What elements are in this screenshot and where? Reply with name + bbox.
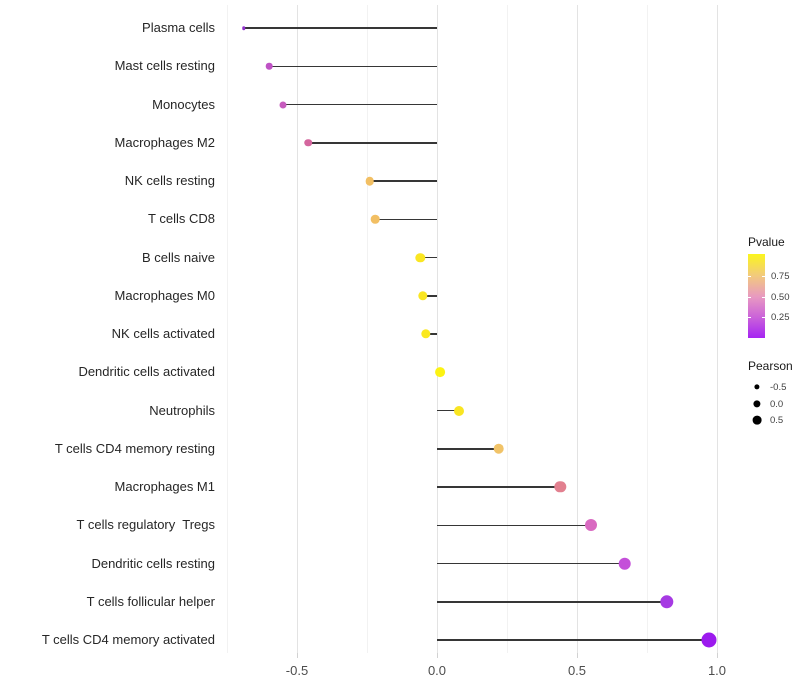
gridline-minor	[226, 5, 228, 653]
row-label: NK cells activated	[111, 326, 215, 341]
size-legend-label: 0.5	[770, 415, 784, 426]
row-label: T cells follicular helper	[86, 593, 215, 609]
colorbar-tick	[748, 317, 751, 319]
size-legend-dot	[752, 415, 762, 425]
lollipop-stem	[369, 180, 437, 182]
lollipop-stem	[437, 409, 460, 412]
pearson-legend-title: Pearson	[748, 359, 793, 373]
row-label: T cells CD8	[148, 211, 215, 227]
row-label: Plasma cells	[142, 20, 215, 35]
row-label: Macrophages M1	[114, 479, 215, 494]
lollipop-dot	[242, 26, 246, 30]
x-axis-tick-label: 0.0	[427, 663, 447, 678]
row-label: Macrophages M2	[114, 134, 215, 150]
pvalue-legend-title: Pvalue	[748, 235, 785, 249]
x-axis-tick-label: -0.5	[285, 663, 309, 678]
gridline-major	[576, 5, 578, 653]
size-legend-label: -0.5	[770, 382, 787, 393]
gridline-minor	[366, 5, 368, 653]
row-label: NK cells resting	[124, 173, 215, 188]
size-legend-label: 0.0	[770, 399, 784, 410]
lollipop-stem	[308, 142, 437, 144]
gridline-major	[296, 5, 298, 653]
colorbar-tick	[762, 297, 765, 299]
lollipop-stem	[269, 65, 437, 67]
row-label: Monocytes	[152, 96, 215, 112]
colorbar-tick-label: 0.75	[771, 271, 790, 282]
lollipop-stem	[425, 333, 437, 335]
lollipop-stem	[375, 218, 437, 220]
lollipop-stem	[423, 295, 437, 297]
lollipop-stem	[437, 486, 561, 488]
lollipop-dot	[454, 405, 465, 416]
colorbar-tick	[762, 317, 765, 319]
row-label: Dendritic cells activated	[78, 364, 215, 380]
size-legend-dot	[753, 400, 761, 408]
lollipop-dot	[618, 557, 631, 570]
row-label: Dendritic cells resting	[91, 555, 215, 571]
gridline-major	[436, 5, 438, 653]
colorbar-tick	[748, 297, 751, 299]
size-legend-dot	[754, 384, 760, 390]
colorbar-tick	[762, 276, 765, 278]
lollipop-stem	[437, 639, 709, 641]
lollipop-dot	[304, 139, 312, 147]
lollipop-dot	[434, 367, 445, 378]
pvalue-colorbar	[748, 254, 765, 338]
lollipop-dot	[371, 214, 380, 224]
lollipop-dot	[554, 481, 566, 493]
lollipop-dot	[701, 632, 717, 648]
row-label: Macrophages M0	[114, 287, 215, 303]
lollipop-dot	[265, 62, 273, 70]
colorbar-tick-label: 0.50	[771, 292, 790, 303]
gridline-major	[716, 5, 718, 653]
row-label: T cells regulatory Tregs	[76, 517, 215, 533]
gridline-minor	[506, 5, 508, 653]
row-label: T cells CD4 memory activated	[41, 632, 215, 647]
lollipop-dot	[659, 595, 674, 609]
lollipop-dot	[365, 176, 375, 186]
lollipop-dot	[421, 329, 431, 339]
lollipop-stem	[420, 256, 437, 259]
lollipop-stem	[437, 524, 591, 526]
x-axis-tick-label: 0.5	[567, 663, 587, 678]
colorbar-tick-label: 0.25	[771, 312, 790, 323]
x-axis-tick	[436, 653, 438, 658]
gridline-minor	[646, 5, 648, 653]
row-label: T cells CD4 memory resting	[54, 440, 215, 456]
colorbar-tick	[748, 276, 751, 278]
row-label: Mast cells resting	[114, 58, 215, 74]
x-axis-tick	[716, 653, 718, 658]
lollipop-dot	[585, 519, 597, 532]
lollipop-stem	[437, 448, 499, 450]
lollipop-stem	[437, 601, 667, 603]
lollipop-dot	[493, 443, 504, 455]
x-axis-tick	[576, 653, 578, 658]
lollipop-dot	[415, 252, 425, 263]
lollipop-dot	[418, 291, 428, 301]
lollipop-stem	[437, 562, 625, 565]
x-axis-tick	[296, 653, 298, 658]
lollipop-stem	[243, 27, 437, 29]
x-axis-tick-label: 1.0	[707, 663, 727, 678]
lollipop-stem	[283, 103, 437, 106]
lollipop-dot	[279, 101, 287, 108]
row-label: Neutrophils	[149, 402, 215, 418]
row-label: B cells naive	[142, 249, 215, 265]
